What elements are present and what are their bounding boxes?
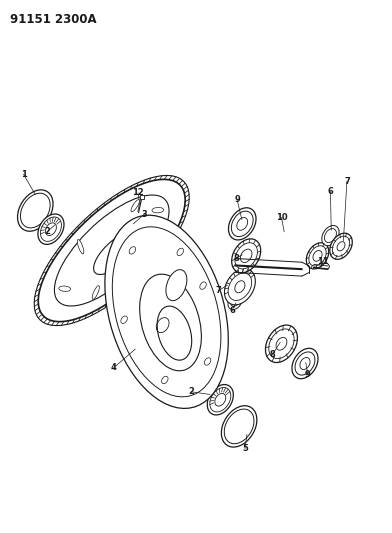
- Ellipse shape: [228, 293, 243, 310]
- Ellipse shape: [229, 208, 256, 240]
- Text: 12: 12: [132, 189, 144, 197]
- Ellipse shape: [54, 195, 169, 306]
- Text: 7: 7: [344, 177, 350, 185]
- Text: 10: 10: [276, 213, 287, 222]
- Ellipse shape: [131, 199, 140, 212]
- Text: 2: 2: [189, 387, 194, 396]
- Ellipse shape: [204, 358, 211, 365]
- Text: 9: 9: [305, 370, 310, 378]
- Ellipse shape: [177, 248, 183, 256]
- Ellipse shape: [105, 215, 228, 408]
- Text: 6: 6: [328, 188, 333, 196]
- Ellipse shape: [38, 214, 64, 245]
- Ellipse shape: [221, 406, 257, 447]
- Ellipse shape: [225, 269, 255, 305]
- Text: 2: 2: [44, 228, 50, 236]
- Ellipse shape: [121, 316, 127, 324]
- Ellipse shape: [322, 225, 339, 246]
- Ellipse shape: [157, 306, 192, 360]
- Ellipse shape: [140, 274, 201, 371]
- Text: 8: 8: [233, 254, 239, 263]
- Ellipse shape: [142, 244, 149, 257]
- Text: 91151 2300A: 91151 2300A: [10, 13, 96, 26]
- Ellipse shape: [38, 180, 185, 321]
- Ellipse shape: [166, 270, 187, 301]
- Ellipse shape: [232, 239, 261, 273]
- Text: 9: 9: [234, 196, 240, 204]
- Ellipse shape: [207, 384, 233, 415]
- FancyBboxPatch shape: [140, 195, 144, 199]
- Ellipse shape: [152, 207, 164, 213]
- Text: 7: 7: [216, 286, 221, 295]
- Text: 1: 1: [21, 170, 26, 179]
- Ellipse shape: [330, 233, 352, 260]
- Text: 3: 3: [142, 210, 147, 219]
- Text: 6: 6: [229, 306, 235, 314]
- Text: 11: 11: [318, 257, 329, 265]
- Ellipse shape: [94, 232, 138, 274]
- Ellipse shape: [162, 376, 168, 384]
- Text: 5: 5: [242, 445, 248, 453]
- Ellipse shape: [92, 286, 100, 300]
- Ellipse shape: [77, 239, 84, 254]
- Ellipse shape: [129, 247, 136, 254]
- Ellipse shape: [306, 243, 329, 269]
- Text: 8: 8: [270, 350, 275, 359]
- Ellipse shape: [200, 282, 206, 289]
- Ellipse shape: [292, 348, 318, 379]
- Ellipse shape: [59, 286, 71, 292]
- Text: 4: 4: [111, 364, 116, 372]
- Ellipse shape: [265, 325, 298, 362]
- Ellipse shape: [18, 190, 53, 231]
